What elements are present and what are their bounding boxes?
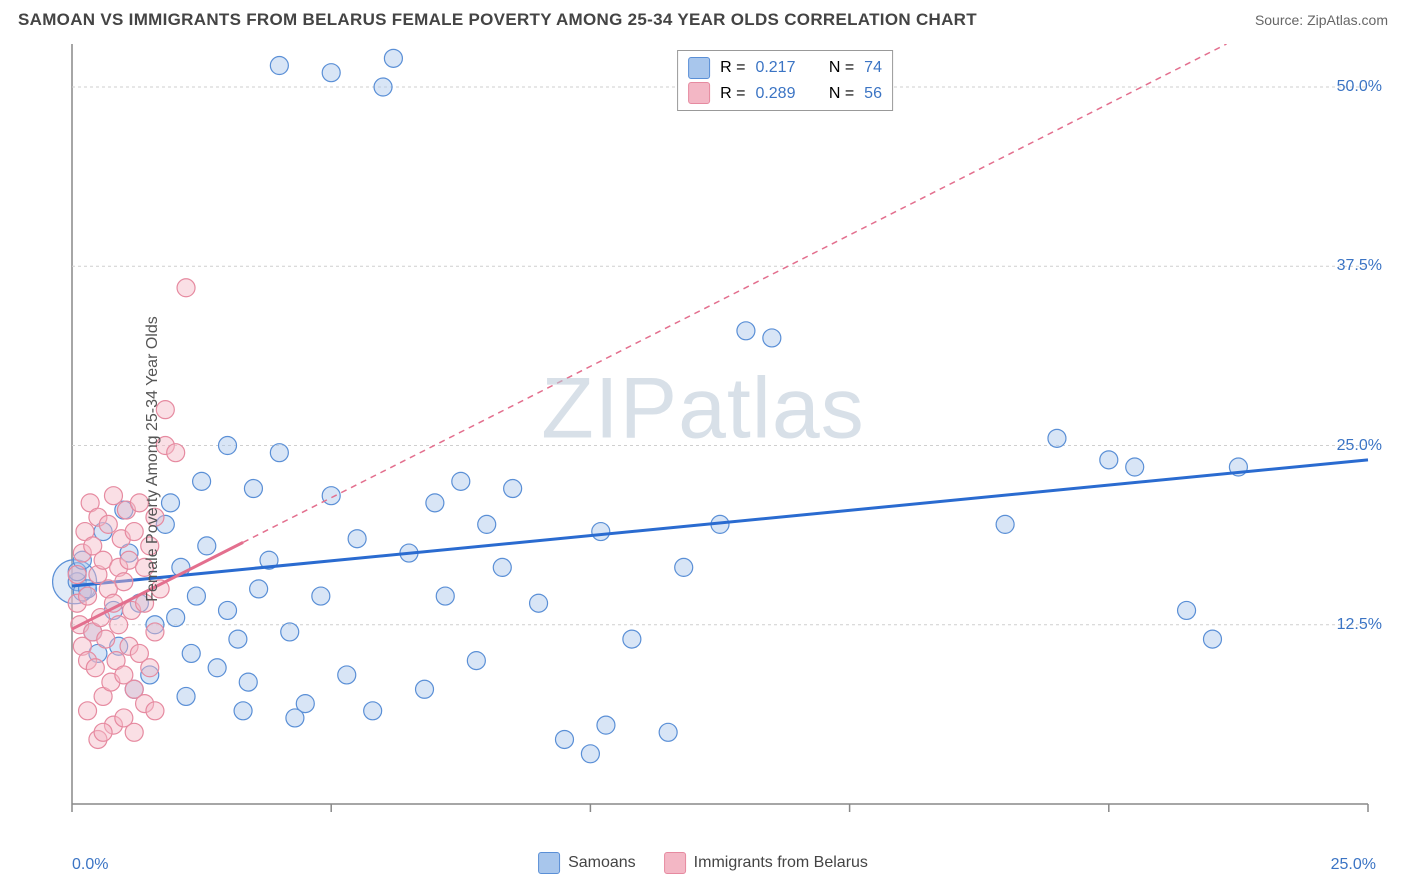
source-attribution: Source: ZipAtlas.com xyxy=(1255,12,1388,28)
legend-correlation-row: R = 0.217 N = 74 xyxy=(688,55,882,81)
legend-swatch xyxy=(688,82,710,104)
scatter-plot xyxy=(18,44,1388,844)
n-label: N = xyxy=(829,81,854,107)
legend-series-item: Samoans xyxy=(538,852,636,874)
n-value: 56 xyxy=(864,81,882,107)
legend-correlation-row: R = 0.289 N = 56 xyxy=(688,81,882,107)
chart-title: SAMOAN VS IMMIGRANTS FROM BELARUS FEMALE… xyxy=(18,10,977,30)
y-tick-label: 25.0% xyxy=(1337,437,1382,455)
r-value: 0.217 xyxy=(755,55,795,81)
r-label: R = xyxy=(720,81,745,107)
legend-swatch xyxy=(538,852,560,874)
source-label: Source: xyxy=(1255,12,1303,28)
r-value: 0.289 xyxy=(755,81,795,107)
n-label: N = xyxy=(829,55,854,81)
x-tick-min: 0.0% xyxy=(72,856,108,874)
chart-container: Female Poverty Among 25-34 Year Olds ZIP… xyxy=(18,44,1388,874)
r-label: R = xyxy=(720,55,745,81)
n-value: 74 xyxy=(864,55,882,81)
legend-swatch xyxy=(688,57,710,79)
y-tick-label: 12.5% xyxy=(1337,616,1382,634)
legend-series-label: Samoans xyxy=(568,854,636,871)
legend-series: Samoans Immigrants from Belarus xyxy=(538,852,868,874)
legend-series-label: Immigrants from Belarus xyxy=(694,854,868,871)
x-tick-max: 25.0% xyxy=(1331,856,1376,874)
legend-series-item: Immigrants from Belarus xyxy=(664,852,868,874)
source-value: ZipAtlas.com xyxy=(1307,12,1388,28)
legend-correlation: R = 0.217 N = 74R = 0.289 N = 56 xyxy=(677,50,893,111)
title-row: SAMOAN VS IMMIGRANTS FROM BELARUS FEMALE… xyxy=(0,0,1406,36)
y-tick-label: 50.0% xyxy=(1337,78,1382,96)
legend-swatch xyxy=(664,852,686,874)
y-axis-label: Female Poverty Among 25-34 Year Olds xyxy=(144,316,162,602)
y-tick-label: 37.5% xyxy=(1337,257,1382,275)
